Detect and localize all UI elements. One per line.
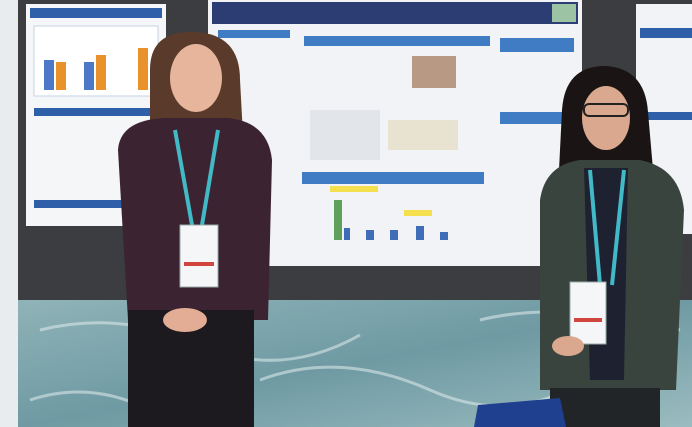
glasses <box>583 103 629 117</box>
poster-diagram <box>388 120 458 150</box>
chart-bar <box>44 60 54 90</box>
center-poster <box>208 0 582 266</box>
chart-bar <box>138 48 148 90</box>
chart-bar <box>344 228 350 240</box>
badge-stripe <box>574 318 602 322</box>
name-badge <box>569 281 607 345</box>
poster-section-header <box>304 36 490 46</box>
face <box>170 44 222 112</box>
chart-bar <box>334 200 342 240</box>
hands <box>552 336 584 356</box>
poster-section-header <box>640 112 692 120</box>
carpet-swirl <box>259 365 601 408</box>
poster-logo <box>552 4 576 22</box>
chart-bar <box>84 62 94 90</box>
poster-photo <box>412 56 456 88</box>
trousers <box>550 388 660 427</box>
poster-section-header <box>302 172 484 184</box>
hands <box>163 308 207 332</box>
poster-header <box>30 8 162 18</box>
left-poster <box>26 4 166 226</box>
poster-highlight <box>330 186 378 192</box>
chart-bar <box>390 230 398 240</box>
poster-section-header <box>500 38 574 52</box>
badge-stripe <box>184 262 214 266</box>
poster-section-header <box>34 108 158 116</box>
poster-highlight <box>404 210 432 216</box>
poster-section-header <box>218 30 290 38</box>
lanyard <box>588 169 626 286</box>
lanyard <box>173 129 220 226</box>
name-badge <box>179 224 219 288</box>
poster-header <box>212 2 578 24</box>
poster-section-header <box>500 112 574 124</box>
chart-bar <box>416 226 424 240</box>
cardigan <box>118 118 272 320</box>
poster-section-header <box>34 200 158 208</box>
poster-section-header <box>640 28 692 38</box>
poster-table <box>310 110 380 160</box>
chart-bar <box>96 55 106 90</box>
face <box>582 86 630 150</box>
person-right <box>540 66 684 427</box>
chart-bar <box>440 232 448 240</box>
bag <box>474 398 566 427</box>
person-left <box>118 31 272 427</box>
chart-bar <box>56 62 66 90</box>
chart-bar <box>366 230 374 240</box>
